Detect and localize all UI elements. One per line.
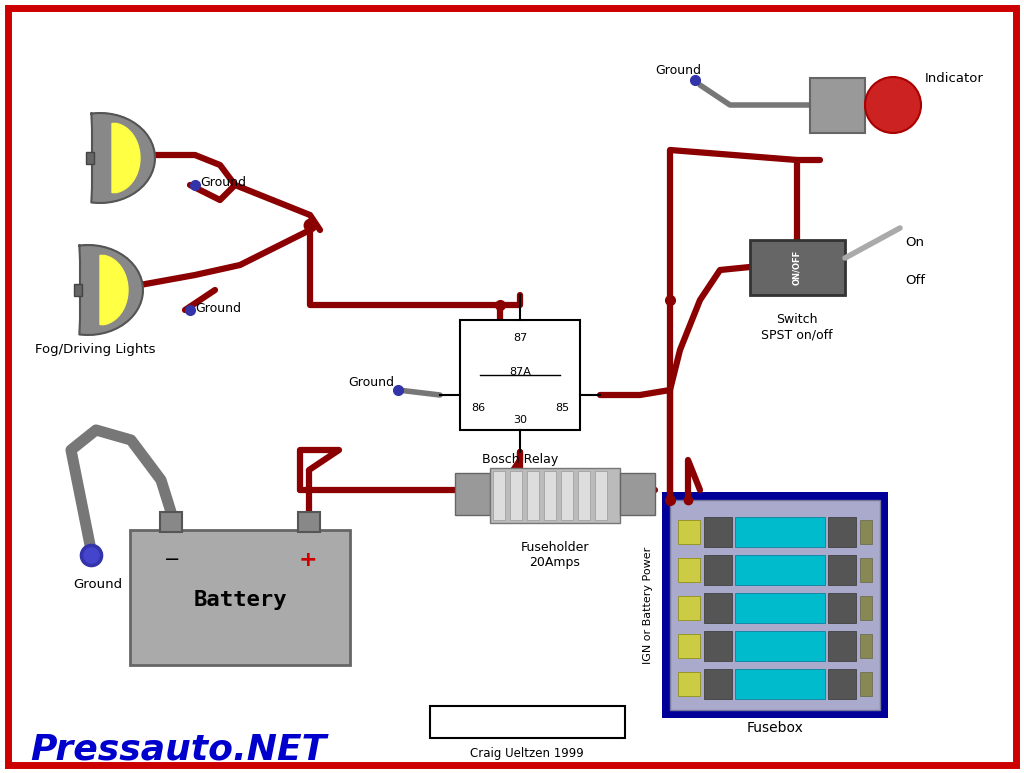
Circle shape <box>865 77 921 133</box>
Bar <box>130 530 350 665</box>
Bar <box>460 320 580 430</box>
Bar <box>750 240 845 295</box>
Bar <box>735 517 825 547</box>
Bar <box>678 634 700 658</box>
Text: +: + <box>299 550 317 570</box>
Text: Fusebox: Fusebox <box>746 721 804 735</box>
Text: Switch
SPST on/off: Switch SPST on/off <box>761 313 833 341</box>
Bar <box>561 471 573 520</box>
Bar <box>705 669 732 699</box>
Bar <box>705 555 732 585</box>
Text: Ground: Ground <box>200 176 246 189</box>
Bar <box>828 631 856 661</box>
Text: Ground: Ground <box>348 376 394 390</box>
Text: Ground: Ground <box>655 63 701 77</box>
Bar <box>705 593 732 623</box>
Text: Pressauto.NET: Pressauto.NET <box>30 733 327 767</box>
Text: Ground: Ground <box>73 578 122 591</box>
Bar <box>860 558 872 582</box>
Bar <box>544 471 556 520</box>
Bar <box>298 512 319 532</box>
Bar <box>828 517 856 547</box>
Bar <box>678 558 700 582</box>
Bar <box>860 520 872 544</box>
Text: On: On <box>905 237 924 250</box>
Text: −: − <box>164 550 180 570</box>
Text: Off: Off <box>905 274 925 287</box>
Bar <box>578 471 590 520</box>
Bar <box>678 520 700 544</box>
Text: 85: 85 <box>555 403 569 413</box>
Bar <box>74 284 82 296</box>
Bar <box>620 473 655 515</box>
Text: 86: 86 <box>471 403 485 413</box>
Bar <box>828 669 856 699</box>
Text: Fuseholder
20Amps: Fuseholder 20Amps <box>521 541 589 569</box>
Bar <box>678 596 700 620</box>
Bar <box>493 471 505 520</box>
Text: ON/OFF: ON/OFF <box>793 250 802 284</box>
Text: 30: 30 <box>513 415 527 425</box>
Bar <box>828 593 856 623</box>
Bar <box>810 78 865 133</box>
Polygon shape <box>100 255 128 325</box>
Polygon shape <box>91 113 155 203</box>
Bar <box>828 555 856 585</box>
Text: Fog/Driving Lights: Fog/Driving Lights <box>35 343 156 356</box>
Bar <box>735 631 825 661</box>
Bar <box>670 500 880 710</box>
Bar <box>527 471 539 520</box>
Bar <box>678 672 700 696</box>
Text: IGN or Battery Power: IGN or Battery Power <box>643 547 653 664</box>
Bar <box>860 672 872 696</box>
Bar <box>160 512 182 532</box>
Bar <box>455 473 490 515</box>
Bar <box>735 669 825 699</box>
Text: Bosch Relay: Bosch Relay <box>482 454 558 466</box>
Bar <box>705 631 732 661</box>
Bar <box>860 634 872 658</box>
Text: 87: 87 <box>513 333 527 343</box>
Polygon shape <box>112 124 140 192</box>
Text: Indicator: Indicator <box>925 71 984 84</box>
Polygon shape <box>80 245 143 335</box>
Bar <box>705 517 732 547</box>
Bar <box>735 593 825 623</box>
Bar <box>662 492 888 718</box>
Text: Battery: Battery <box>194 590 287 610</box>
Text: 87A: 87A <box>509 367 530 377</box>
Bar <box>595 471 607 520</box>
Bar <box>735 555 825 585</box>
Bar <box>430 706 625 738</box>
Text: Ground: Ground <box>195 301 241 315</box>
Bar <box>860 596 872 620</box>
Bar <box>86 152 94 164</box>
Bar <box>490 468 620 523</box>
Bar <box>510 471 522 520</box>
Text: Craig Ueltzen 1999: Craig Ueltzen 1999 <box>470 747 584 760</box>
